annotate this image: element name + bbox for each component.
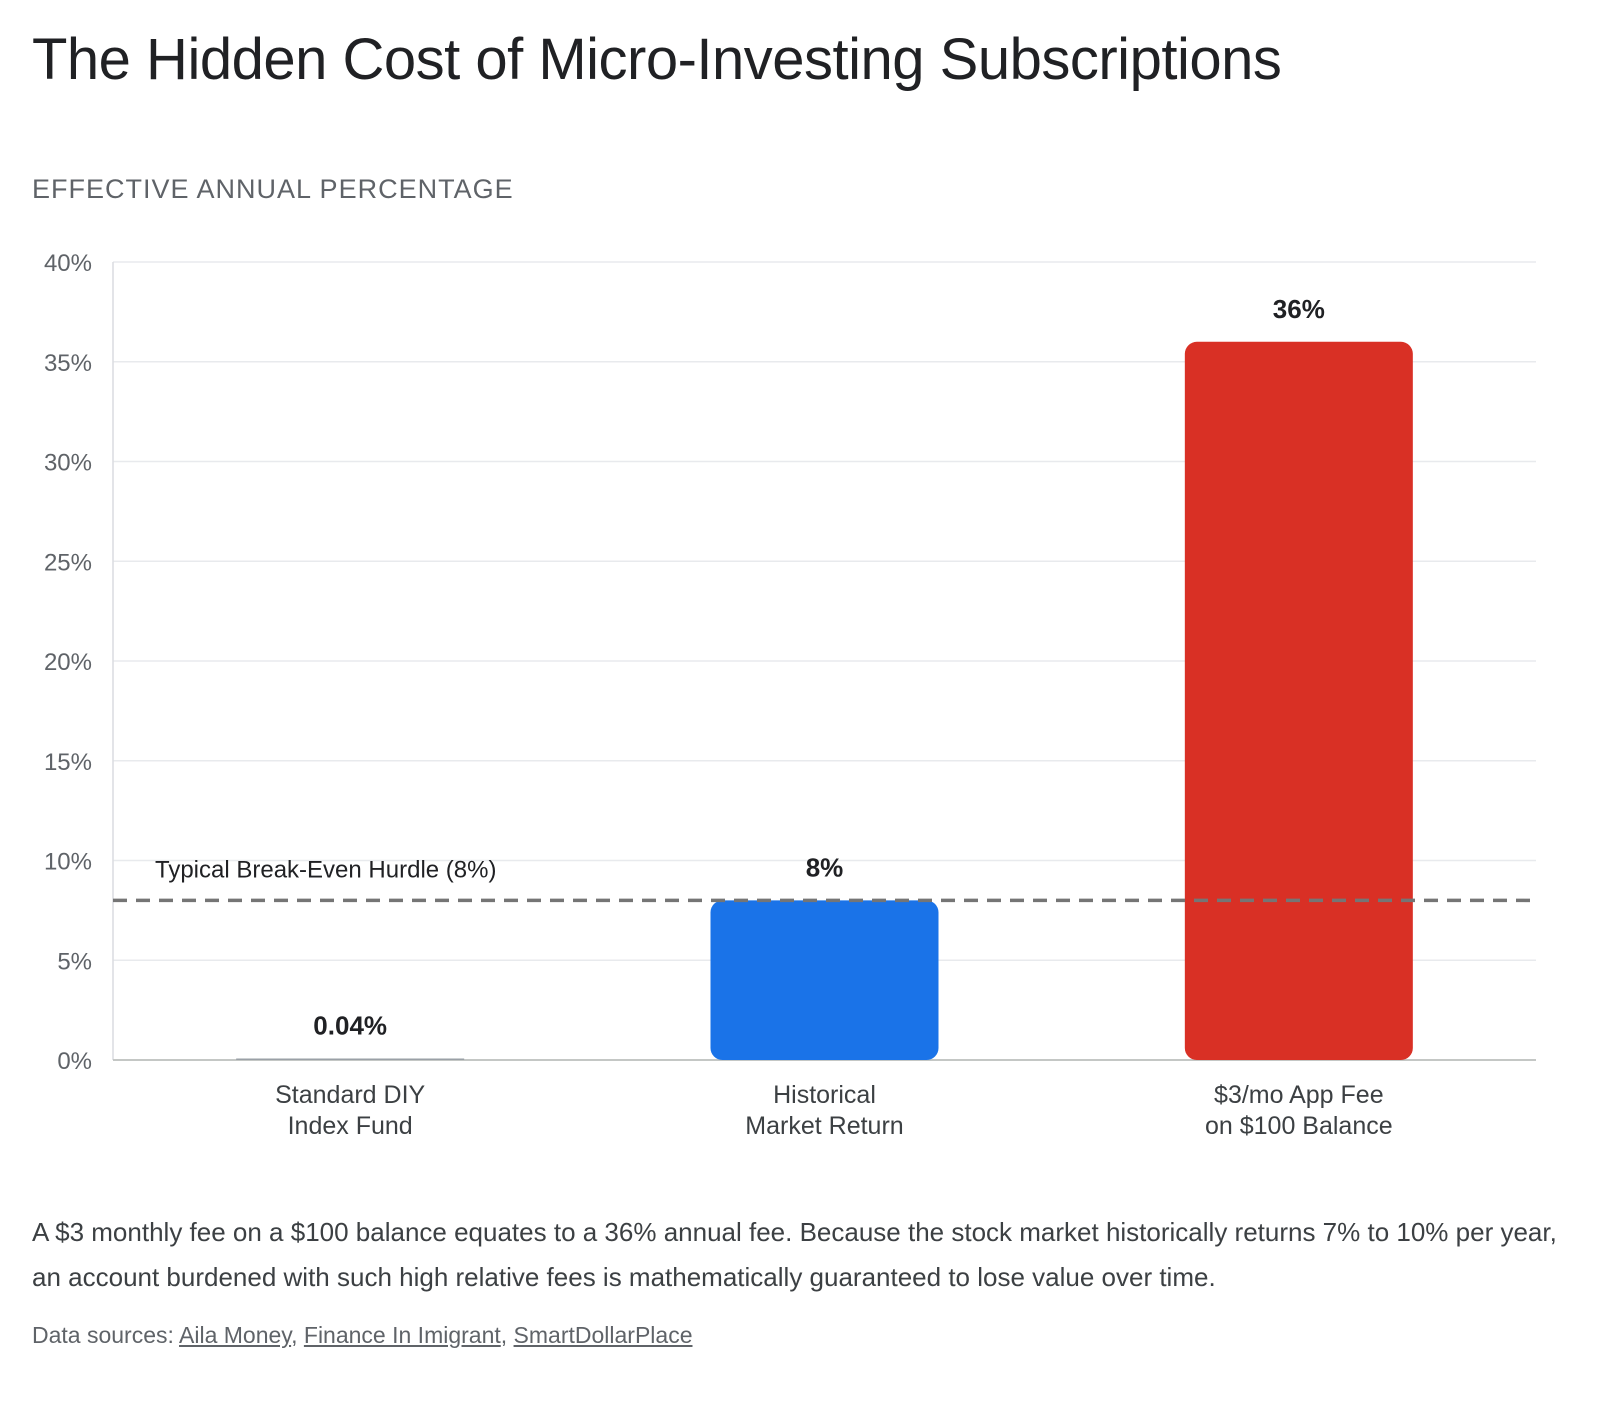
y-tick-label: 15%	[44, 749, 92, 776]
data-labels: 0.04% 8% 36%	[313, 294, 1325, 1041]
data-label: 8%	[806, 852, 844, 882]
data-label: 36%	[1273, 294, 1325, 324]
y-tick-label: 35%	[44, 350, 92, 377]
x-tick-label-line: Standard DIY	[275, 1081, 425, 1109]
x-tick-label: $3/mo App Fee on $100 Balance	[1205, 1081, 1393, 1140]
x-tick-label-line: Historical	[773, 1081, 876, 1109]
y-tick-label: 5%	[57, 948, 92, 975]
chart-subtitle: EFFECTIVE ANNUAL PERCENTAGE	[32, 174, 514, 204]
sources-separator: ,	[291, 1322, 304, 1348]
x-tick-label-line: on $100 Balance	[1205, 1112, 1393, 1140]
bar	[236, 1058, 465, 1060]
y-tick-label: 0%	[57, 1048, 92, 1075]
bar-chart: 0% 5% 10% 15% 20% 25% 30% 35% 40% Typical Break-…	[44, 250, 1536, 1140]
bar	[1184, 341, 1413, 1060]
x-tick-label-line: Index Fund	[288, 1112, 413, 1140]
data-sources: Data sources: Aila Money, Finance In Imi…	[32, 1322, 693, 1349]
y-tick-label: 40%	[44, 250, 92, 277]
chart-title: The Hidden Cost of Micro-Investing Subsc…	[32, 27, 1282, 92]
x-tick-label: Historical Market Return	[745, 1081, 903, 1140]
source-link-finance-in-imigrant[interactable]: Finance In Imigrant	[303, 1322, 501, 1348]
y-axis-ticks: 0% 5% 10% 15% 20% 25% 30% 35% 40%	[44, 250, 92, 1075]
source-link-aila-money[interactable]: Aila Money	[179, 1322, 292, 1348]
bar	[710, 900, 939, 1060]
y-tick-label: 10%	[44, 849, 92, 876]
reference-line-label: Typical Break-Even Hurdle (8%)	[155, 856, 496, 883]
x-tick-label: Standard DIY Index Fund	[275, 1081, 425, 1140]
data-label: 0.04%	[313, 1011, 387, 1041]
sources-prefix: Data sources:	[32, 1322, 180, 1348]
y-tick-label: 25%	[44, 549, 92, 576]
chart-description: A $3 monthly fee on a $100 balance equat…	[32, 1217, 1557, 1292]
y-tick-label: 20%	[44, 649, 92, 676]
x-tick-label-line: Market Return	[745, 1112, 903, 1140]
y-tick-label: 30%	[44, 450, 92, 477]
x-tick-label-line: $3/mo App Fee	[1214, 1081, 1384, 1109]
sources-separator: ,	[500, 1322, 514, 1348]
bars	[236, 341, 1413, 1060]
source-link-smartdollarplace[interactable]: SmartDollarPlace	[513, 1322, 693, 1348]
x-axis-ticks: Standard DIY Index Fund Historical Market R…	[275, 1081, 1393, 1140]
reference-line-group: Typical Break-Even Hurdle (8%)	[113, 856, 1536, 903]
